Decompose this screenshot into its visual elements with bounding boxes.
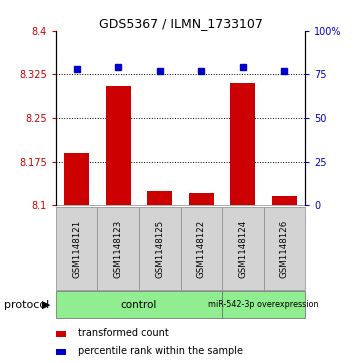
- Bar: [64, 153, 89, 205]
- Text: GSM1148125: GSM1148125: [155, 220, 164, 278]
- Bar: [222, 291, 305, 318]
- Bar: [56, 207, 97, 290]
- Text: ▶: ▶: [42, 299, 51, 310]
- Bar: [222, 207, 264, 290]
- Text: transformed count: transformed count: [78, 328, 169, 338]
- Bar: [189, 193, 214, 205]
- Bar: [56, 291, 222, 318]
- Text: GSM1148123: GSM1148123: [114, 220, 123, 278]
- Text: GSM1148124: GSM1148124: [238, 220, 247, 278]
- Text: GSM1148121: GSM1148121: [72, 220, 81, 278]
- Text: GSM1148126: GSM1148126: [280, 220, 289, 278]
- Bar: [56, 331, 66, 337]
- Text: control: control: [121, 299, 157, 310]
- Bar: [106, 86, 131, 205]
- Title: GDS5367 / ILMN_1733107: GDS5367 / ILMN_1733107: [99, 17, 262, 30]
- Bar: [97, 207, 139, 290]
- Bar: [272, 196, 297, 205]
- Bar: [139, 207, 180, 290]
- Text: percentile rank within the sample: percentile rank within the sample: [78, 346, 243, 356]
- Text: protocol: protocol: [4, 299, 49, 310]
- Bar: [147, 191, 172, 205]
- Text: GSM1148122: GSM1148122: [197, 220, 206, 278]
- Bar: [56, 350, 66, 355]
- Bar: [180, 207, 222, 290]
- Text: miR-542-3p overexpression: miR-542-3p overexpression: [208, 300, 319, 309]
- Bar: [264, 207, 305, 290]
- Bar: [230, 83, 255, 205]
